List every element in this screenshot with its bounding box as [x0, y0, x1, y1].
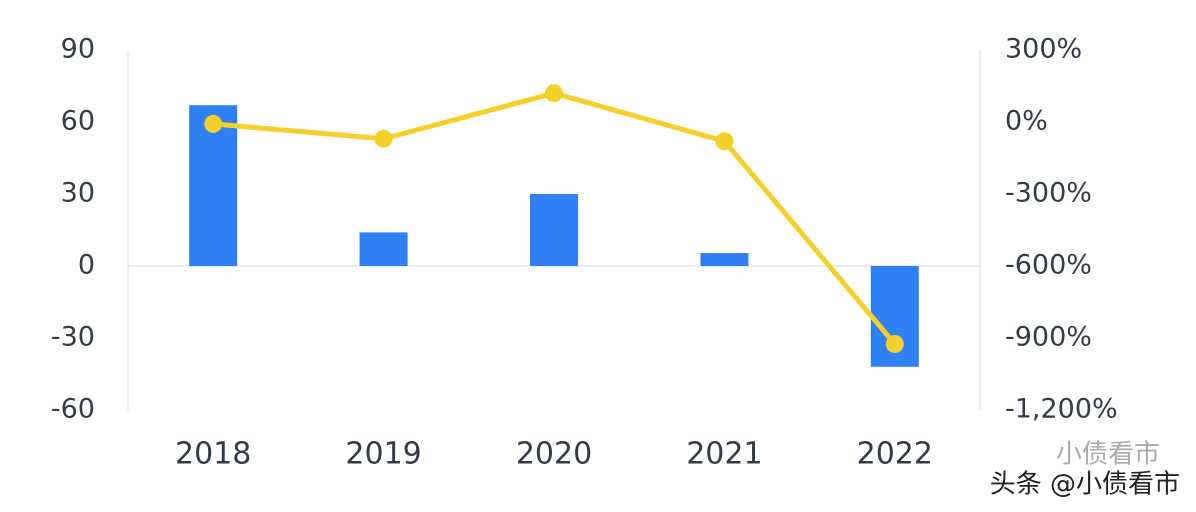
y2-tick-label: -1,200%: [1005, 394, 1118, 425]
y2-tick-label: -300%: [1005, 178, 1092, 209]
x-tick-label: 2018: [175, 437, 251, 472]
line-point: [545, 84, 563, 103]
y-tick-label: 60: [61, 106, 95, 137]
line-point: [204, 114, 223, 133]
line-point: [374, 129, 393, 148]
x-tick-label: 2022: [857, 437, 933, 472]
bar: [359, 232, 408, 266]
bar: [700, 253, 749, 266]
watermark-logo: 小债看市: [1056, 440, 1160, 470]
x-tick-label: 2019: [345, 437, 421, 472]
line-point: [885, 335, 904, 353]
y2-tick-label: -900%: [1005, 322, 1092, 353]
y2-tick-label: -600%: [1005, 250, 1092, 281]
y-tick-label: -30: [51, 322, 95, 353]
line-point: [715, 132, 734, 151]
y-tick-label: 0: [78, 250, 95, 281]
y2-tick-label: 0%: [1005, 106, 1048, 137]
y2-tick-label: 300%: [1005, 34, 1082, 65]
bar: [530, 194, 578, 266]
x-tick-label: 2021: [686, 437, 762, 472]
x-tick-label: 2020: [516, 437, 592, 472]
watermark: 头条 @小债看市: [990, 470, 1180, 500]
y-tick-label: -60: [51, 394, 95, 425]
y-tick-label: 90: [61, 34, 95, 65]
y-tick-label: 30: [61, 178, 95, 209]
